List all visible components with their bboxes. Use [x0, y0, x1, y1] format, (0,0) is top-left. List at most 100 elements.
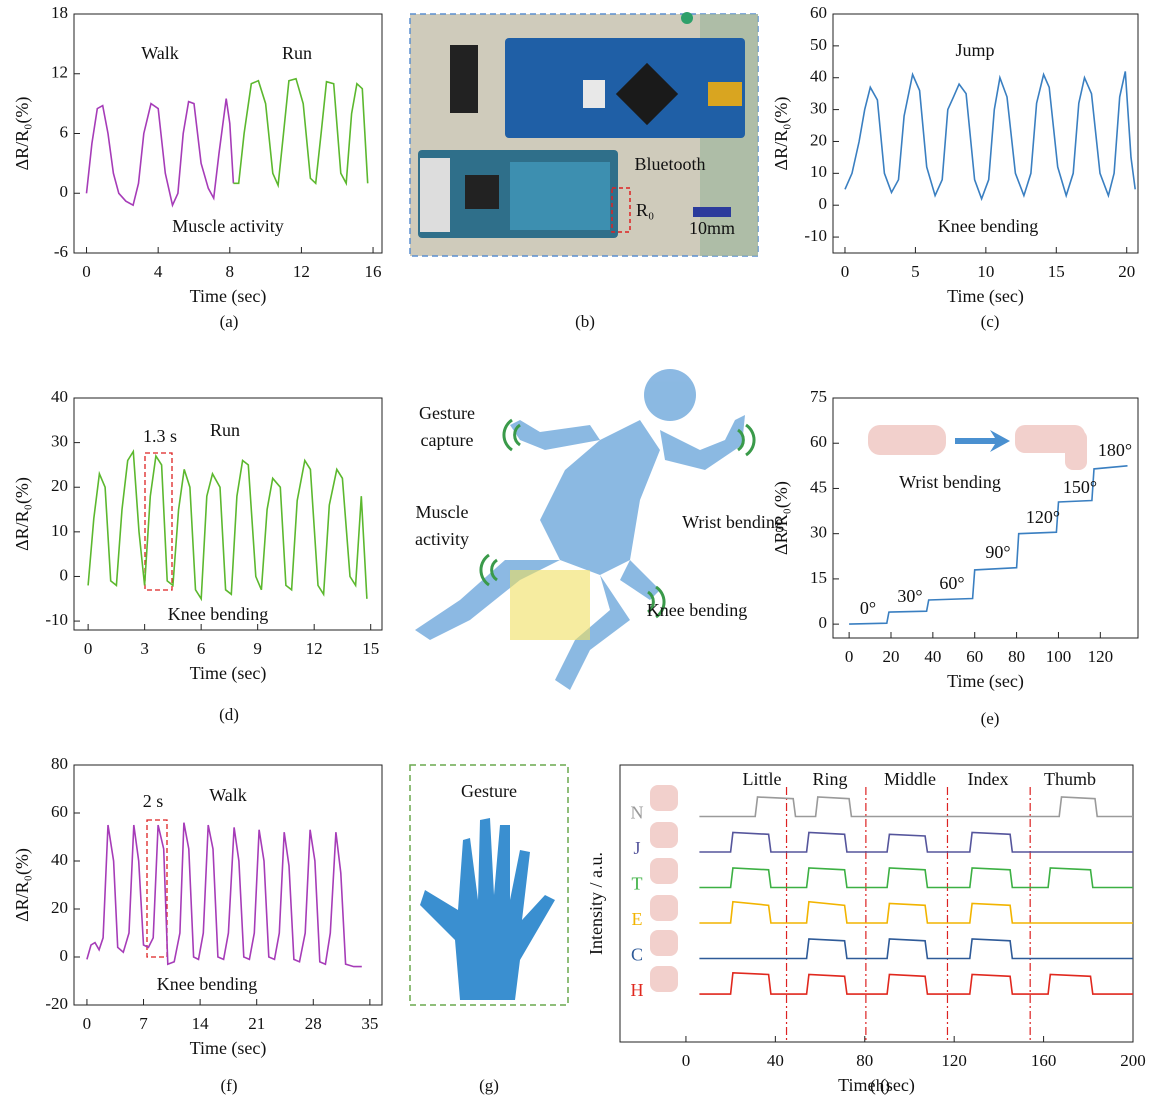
- x-tick-label: 40: [924, 647, 941, 666]
- data-line: [845, 71, 1135, 198]
- y-tick-label: 10: [51, 521, 68, 540]
- photo-label: R₀: [636, 200, 654, 220]
- x-tick-label: 0: [841, 262, 850, 281]
- x-tick-label: 20: [882, 647, 899, 666]
- x-tick-label: 15: [362, 639, 379, 658]
- annotation: 1.3 s: [143, 426, 177, 446]
- caption: (f): [221, 1076, 238, 1095]
- glove: [420, 818, 555, 1000]
- runner-label: Wrist bending: [678, 509, 788, 536]
- x-tick-label: 200: [1120, 1051, 1146, 1070]
- caption: (g): [479, 1076, 499, 1095]
- x-tick-label: 80: [856, 1051, 873, 1070]
- x-tick-label: 20: [1118, 262, 1135, 281]
- y-tick-label: 40: [51, 387, 68, 406]
- series-label: J: [633, 838, 640, 858]
- x-tick-label: 21: [248, 1014, 265, 1033]
- series-label: T: [632, 874, 643, 894]
- y-tick-label: 0: [60, 946, 69, 965]
- y-tick-label: 45: [810, 477, 827, 496]
- y-axis-title: ΔR/R₀(%): [12, 97, 33, 171]
- caption: (b): [575, 312, 595, 331]
- x-axis-title: Time (sec): [190, 286, 267, 307]
- y-tick-label: 60: [51, 802, 68, 821]
- x-tick-label: 7: [139, 1014, 148, 1033]
- y-tick-label: 75: [810, 387, 827, 406]
- annotation: 180°: [1098, 440, 1132, 460]
- plot-frame: [620, 765, 1133, 1042]
- runner-patch: [510, 570, 590, 640]
- annotation: Middle: [884, 769, 936, 789]
- x-tick-label: 3: [140, 639, 149, 658]
- caption: (e): [981, 709, 1000, 728]
- y-tick-label: 0: [819, 613, 828, 632]
- annotation: 90°: [985, 542, 1010, 562]
- y-tick-label: 15: [810, 568, 827, 587]
- data-line: [87, 823, 362, 967]
- annotation: Index: [968, 769, 1009, 789]
- annotation: Knee bending: [938, 216, 1038, 236]
- annotation: Muscle activity: [172, 216, 283, 236]
- annotation: 0°: [860, 598, 876, 618]
- x-tick-label: 80: [1008, 647, 1025, 666]
- y-tick-label: 20: [810, 130, 827, 149]
- figure: (b) (g) Gesture Bluetooth R₀ 10mm 048121…: [0, 0, 1156, 1100]
- annotation: Knee bending: [157, 974, 257, 994]
- x-tick-label: 16: [365, 262, 382, 281]
- x-tick-label: 6: [197, 639, 206, 658]
- y-tick-label: 20: [51, 898, 68, 917]
- x-tick-label: 9: [253, 639, 262, 658]
- annotation: Walk: [141, 43, 179, 63]
- data-line: [699, 973, 1133, 994]
- x-tick-label: 160: [1031, 1051, 1057, 1070]
- y-tick-label: -20: [45, 994, 68, 1013]
- annotation: Little: [743, 769, 782, 789]
- annotation: 120°: [1026, 507, 1060, 527]
- x-tick-label: 0: [682, 1051, 691, 1070]
- annotation: Jump: [955, 40, 994, 60]
- y-tick-label: 20: [51, 476, 68, 495]
- x-axis-title: Time (sec): [190, 663, 267, 684]
- y-tick-label: -10: [804, 226, 827, 245]
- y-axis-title: ΔR/R₀(%): [12, 848, 33, 922]
- annotation: Run: [282, 43, 312, 63]
- data-line: [87, 99, 234, 206]
- x-tick-label: 40: [767, 1051, 784, 1070]
- x-axis-title: Time (sec): [190, 1038, 267, 1059]
- data-line: [699, 797, 1133, 817]
- photo-label: Bluetooth: [635, 154, 706, 174]
- annotation: Ring: [812, 769, 847, 789]
- series-label: E: [632, 909, 643, 929]
- x-tick-label: 35: [361, 1014, 378, 1033]
- photo-label: Gesture: [461, 781, 517, 801]
- data-line: [88, 452, 367, 599]
- x-tick-label: 120: [1088, 647, 1114, 666]
- caption: (d): [219, 705, 239, 724]
- x-tick-label: 60: [966, 647, 983, 666]
- x-tick-label: 15: [1048, 262, 1065, 281]
- chart: (b) (g) Gesture Bluetooth R₀ 10mm 048121…: [0, 0, 1156, 1100]
- y-axis-title: ΔR/R₀(%): [771, 97, 792, 171]
- x-tick-label: 120: [941, 1051, 967, 1070]
- caption: (a): [220, 312, 239, 331]
- y-tick-label: 50: [810, 35, 827, 54]
- y-tick-label: -6: [54, 242, 68, 261]
- series-label: N: [631, 803, 644, 823]
- y-tick-label: 0: [60, 565, 69, 584]
- y-tick-label: 30: [810, 99, 827, 118]
- x-tick-label: 14: [192, 1014, 210, 1033]
- y-tick-label: 6: [60, 122, 69, 141]
- annotation: Knee bending: [168, 604, 268, 624]
- runner-label: Muscle activity: [387, 499, 497, 553]
- y-tick-label: 30: [51, 432, 68, 451]
- data-line: [233, 79, 367, 186]
- x-tick-label: 0: [82, 262, 91, 281]
- x-tick-label: 28: [305, 1014, 322, 1033]
- y-tick-label: 0: [60, 182, 69, 201]
- annotation: 30°: [897, 586, 922, 606]
- x-axis-title: Time (sec): [947, 286, 1024, 307]
- y-tick-label: 10: [810, 162, 827, 181]
- caption: (c): [981, 312, 1000, 331]
- annotation: Thumb: [1044, 769, 1096, 789]
- caption: (h): [870, 1076, 890, 1095]
